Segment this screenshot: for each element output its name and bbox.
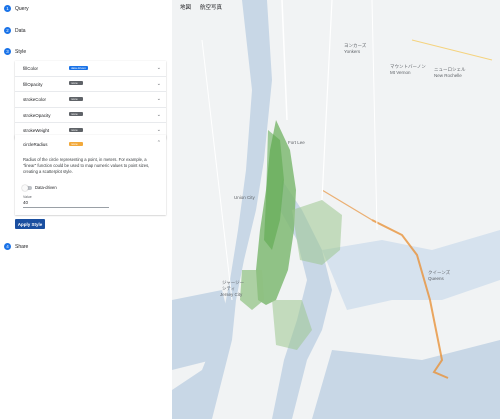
chevron-up-icon[interactable]: ⌃ xyxy=(156,140,161,146)
map-label-text: ヨンカーズ xyxy=(344,43,367,48)
map-label-yonkers: ヨンカーズ Yonkers xyxy=(344,43,366,54)
none-badge: none xyxy=(69,96,83,101)
chevron-down-icon: ⌄ xyxy=(156,80,161,87)
map-label-sub: Mt Vernon xyxy=(390,70,411,75)
map-label-sub: シティ xyxy=(222,286,236,291)
data-driven-label: Data-driven xyxy=(35,185,57,190)
none-badge: none xyxy=(69,81,83,85)
map-graphic xyxy=(172,0,500,419)
step-share-icon: 4 xyxy=(4,243,11,250)
step-share[interactable]: 4 Share xyxy=(4,243,28,250)
tab-map[interactable]: 地図 xyxy=(180,5,192,11)
map-label-text: クイーンズ xyxy=(428,270,451,275)
styling-panel: 1 Query 2 Data 3 Style fillColor data dr… xyxy=(0,0,173,419)
step-share-label: Share xyxy=(15,243,29,250)
circle-radius-label: circleRadius xyxy=(23,142,48,147)
map-label-queens: クイーンズ Queens xyxy=(428,270,450,281)
data-driven-badge: data driven xyxy=(69,65,88,70)
style-row-label: strokeOpacity xyxy=(23,112,51,118)
value-field-label: Value xyxy=(23,195,32,199)
data-driven-toggle[interactable] xyxy=(22,185,32,190)
map-label-jersey-city-jp: ジャージー シティ xyxy=(222,280,244,292)
step-style-label: Style xyxy=(15,48,27,55)
step-data-label: Data xyxy=(15,27,26,34)
map-label-fort-lee: Fort Lee xyxy=(288,140,305,145)
circle-radius-description: Radius of the circle representing a poin… xyxy=(23,157,150,174)
map-label-union-city: Union City xyxy=(234,195,255,200)
step-query-label: Query xyxy=(15,5,29,12)
map-label-text: ニューロシェル xyxy=(434,67,466,72)
style-row-label: strokeColor xyxy=(23,97,47,102)
map-label-mt-vernon: マウントバーノン Mt Vernon xyxy=(390,64,426,75)
step-data-icon: 2 xyxy=(4,27,11,34)
tab-satellite[interactable]: 航空写真 xyxy=(200,5,223,11)
chevron-down-icon: ⌄ xyxy=(156,111,161,118)
style-row-strokecolor[interactable]: strokeColor none ⌄ xyxy=(15,92,166,108)
map-label-text: マウントバーノン xyxy=(390,64,426,69)
chevron-down-icon: ⌄ xyxy=(156,127,161,133)
style-row-label: fillOpacity xyxy=(23,81,43,87)
value-input[interactable]: 40 xyxy=(23,200,109,208)
none-badge: none xyxy=(69,112,83,116)
map-label-jersey-city: Jersey City xyxy=(220,292,243,297)
style-row-label: strokeWeight xyxy=(23,128,50,133)
style-properties-list: fillColor data driven ⌄ fillOpacity none… xyxy=(15,61,166,139)
map-label-sub: New Rochelle xyxy=(434,73,462,78)
none-badge: none xyxy=(69,127,83,132)
style-row-label: fillColor xyxy=(23,66,39,71)
step-style[interactable]: 3 Style xyxy=(4,48,26,55)
step-query[interactable]: 1 Query xyxy=(4,5,29,12)
map-label-new-rochelle: ニューロシェル New Rochelle xyxy=(434,67,466,78)
chevron-down-icon: ⌄ xyxy=(156,96,161,102)
map-label-sub: Queens xyxy=(428,276,444,281)
apply-style-button[interactable]: Apply Style xyxy=(15,219,45,229)
chevron-down-icon: ⌄ xyxy=(156,65,161,71)
style-row-fillcolor[interactable]: fillColor data driven ⌄ xyxy=(15,61,166,77)
style-row-fillopacity[interactable]: fillOpacity none ⌄ xyxy=(15,77,166,92)
map-canvas[interactable]: 地図 航空写真 ヨンカーズ Yonkers マウントバーノン Mt Vernon… xyxy=(172,0,500,419)
none-badge: none xyxy=(69,142,83,146)
style-row-strokeopacity[interactable]: strokeOpacity none ⌄ xyxy=(15,108,166,123)
map-label-text: ジャージー xyxy=(222,280,245,285)
step-query-icon: 1 xyxy=(4,5,11,12)
step-style-icon: 3 xyxy=(4,48,11,55)
circle-radius-expanded: circleRadius none ⌃ Radius of the circle… xyxy=(15,135,166,215)
step-data[interactable]: 2 Data xyxy=(4,27,26,34)
map-label-sub: Yonkers xyxy=(344,49,361,54)
